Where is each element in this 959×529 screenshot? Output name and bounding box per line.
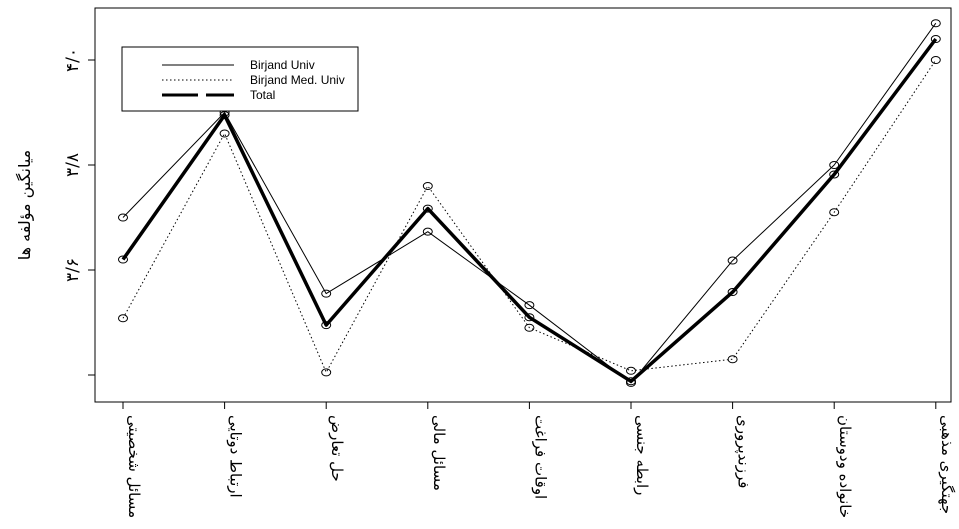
legend-label: Birjand Med. Univ bbox=[250, 73, 345, 87]
series-line-1 bbox=[122, 22, 937, 384]
data-point bbox=[524, 323, 535, 332]
x-tick-label: حل تعارض bbox=[328, 415, 346, 482]
data-point bbox=[626, 366, 636, 375]
data-point bbox=[727, 288, 738, 297]
data-point bbox=[422, 227, 433, 236]
data-point bbox=[930, 35, 941, 43]
data-point bbox=[524, 301, 535, 310]
x-tick-label: اوقات فراغت bbox=[531, 415, 549, 499]
y-tick-label: ۴/۰ bbox=[63, 48, 83, 72]
data-point bbox=[829, 161, 840, 169]
data-point bbox=[321, 321, 332, 330]
x-tick-label: رابطه جنسی bbox=[633, 415, 651, 495]
data-point bbox=[321, 289, 332, 298]
data-point bbox=[829, 170, 840, 179]
data-point bbox=[727, 355, 738, 364]
legend-box bbox=[121, 46, 359, 112]
data-point bbox=[930, 19, 941, 28]
x-tick-label: مسائل مالی bbox=[430, 415, 448, 491]
data-point bbox=[727, 256, 738, 265]
y-axis-label: میانگین مؤلفه ها bbox=[15, 150, 35, 260]
data-point bbox=[118, 213, 128, 222]
x-tick-label: مسائل شخصیتی bbox=[125, 415, 143, 518]
data-point bbox=[118, 314, 128, 323]
y-tick-label: ۳/۶ bbox=[63, 258, 83, 282]
data-point bbox=[219, 129, 230, 138]
y-axis: ۳/۶ ۳/۸ ۴/۰ bbox=[63, 48, 95, 376]
series-line-2 bbox=[122, 59, 937, 373]
data-point bbox=[422, 204, 433, 213]
plot-frame bbox=[94, 7, 952, 403]
x-tick-label: خانواده ودوستان bbox=[836, 415, 854, 518]
x-tick-label: فرزندپروری bbox=[734, 415, 753, 488]
series-layer bbox=[118, 19, 941, 387]
data-point bbox=[626, 377, 636, 386]
data-point bbox=[219, 111, 230, 120]
legend-label: Total bbox=[250, 88, 275, 102]
series-line-3 bbox=[121, 37, 938, 384]
plot-border bbox=[94, 7, 952, 403]
data-point bbox=[829, 208, 840, 217]
x-axis: مسائل شخصیتی ارتباط دوتایی حل تعارض مسائل م… bbox=[122, 402, 956, 518]
data-point bbox=[321, 368, 332, 377]
x-tick-label: ارتباط دوتایی bbox=[227, 415, 245, 498]
data-point bbox=[422, 182, 433, 190]
x-tick-label: جهتگیری مذهبی bbox=[938, 415, 956, 514]
y-tick-label: ۳/۸ bbox=[63, 153, 83, 177]
data-point bbox=[118, 255, 128, 264]
data-point bbox=[930, 56, 941, 64]
data-point bbox=[524, 313, 535, 322]
legend-label: Birjand Univ bbox=[250, 58, 315, 72]
